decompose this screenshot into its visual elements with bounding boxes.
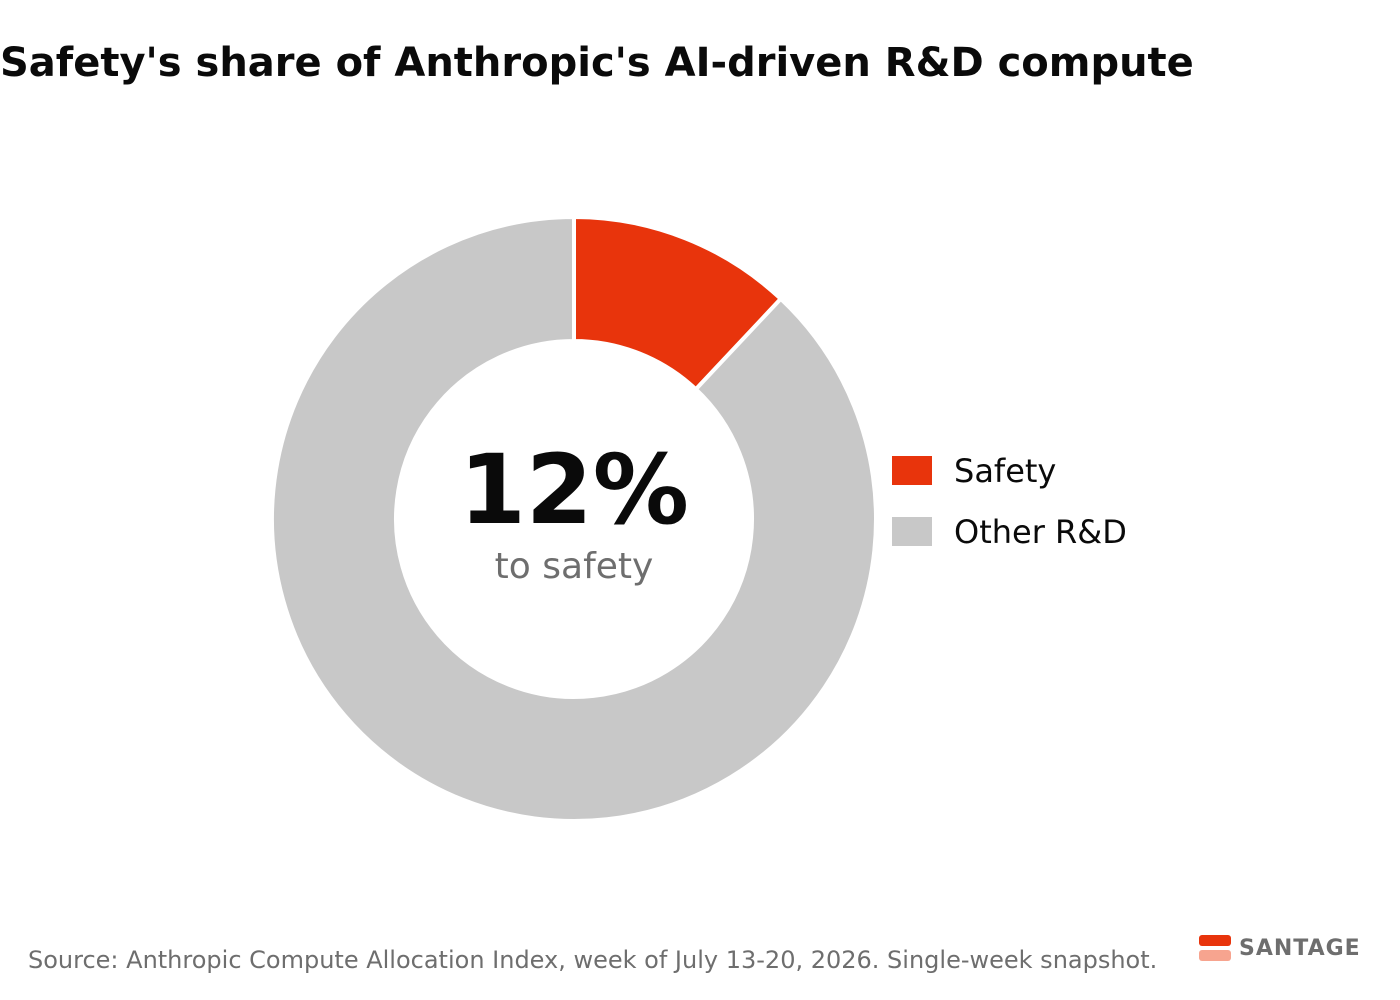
donut-slices	[270, 214, 878, 823]
legend-item-safety: Safety	[892, 440, 1127, 501]
brand-bar-top	[1199, 935, 1231, 946]
center-value: 12%	[459, 434, 689, 546]
center-label: to safety	[494, 546, 654, 587]
brand-logo: SANTAGE	[1199, 934, 1361, 962]
donut-slice-other-r-d	[270, 214, 878, 823]
legend-label-other-rd: Other R&D	[954, 512, 1127, 551]
brand-mark-icon	[1199, 934, 1231, 962]
legend: Safety Other R&D	[892, 440, 1127, 562]
legend-label-safety: Safety	[954, 451, 1057, 490]
brand-name: SANTAGE	[1239, 935, 1361, 961]
legend-swatch-safety	[892, 456, 932, 485]
source-note: Source: Anthropic Compute Allocation Ind…	[28, 946, 1158, 974]
legend-item-other-rd: Other R&D	[892, 501, 1127, 562]
chart-title: Safety's share of Anthropic's AI-driven …	[0, 40, 1194, 86]
brand-bar-bottom	[1199, 950, 1231, 961]
legend-swatch-other-rd	[892, 517, 932, 546]
